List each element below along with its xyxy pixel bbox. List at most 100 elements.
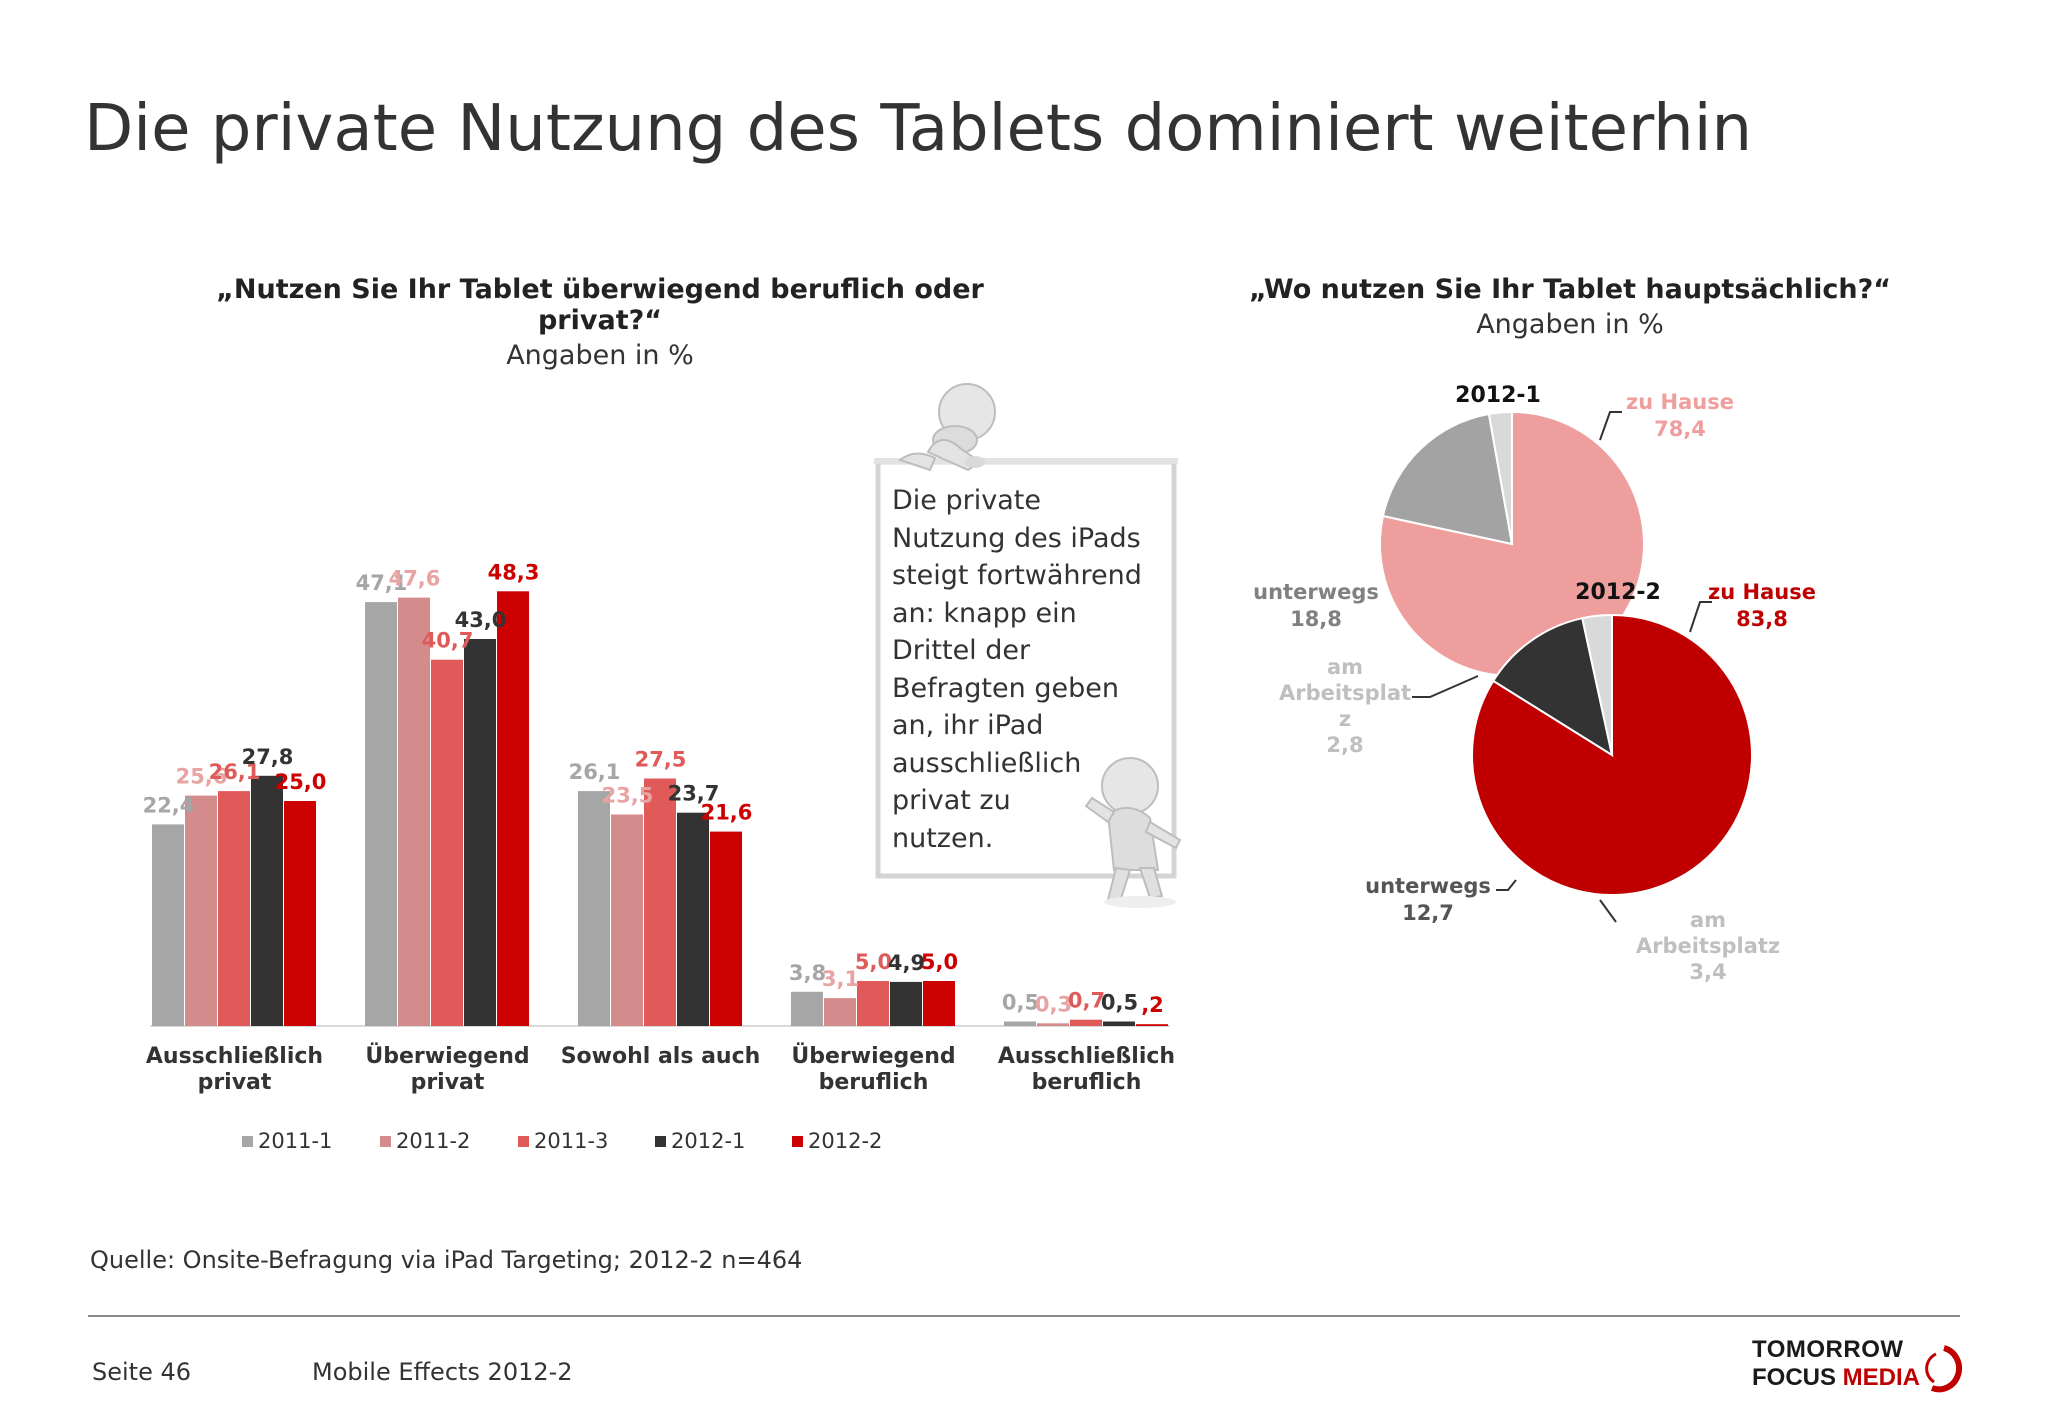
pie-labels: 2012-1 zu Hause78,4unterwegs18,8amArbeits… (1253, 383, 1816, 984)
bar-value-label: 27,5 (635, 748, 687, 772)
bar-2012-2 (1136, 1024, 1168, 1026)
legend-swatch (242, 1136, 253, 1147)
note-line: Die private (892, 485, 1041, 516)
logo-media: MEDIA (1842, 1364, 1921, 1391)
note-text: Die private Nutzung des iPads steigt for… (892, 482, 1152, 857)
bar-value-label: 21,6 (701, 801, 753, 825)
bar-value-label: 26,1 (209, 760, 261, 784)
bar-2011-3 (431, 659, 463, 1026)
leader-line (1496, 879, 1517, 891)
pie-slice (1471, 613, 1753, 896)
pie-label: 2,8 (1326, 733, 1363, 757)
footer-page-number: Seite 46 (92, 1358, 192, 1386)
bar-value-label: 43,0 (455, 608, 507, 632)
bar-value-label: 0,7 (1068, 989, 1105, 1013)
page-title: Die private Nutzung des Tablets dominier… (84, 92, 1753, 166)
bar-2011-2 (185, 795, 217, 1026)
legend-swatch (792, 1136, 803, 1147)
category-label: beruflich (1032, 1070, 1142, 1095)
bar-2011-1 (578, 791, 610, 1026)
bar-2011-1 (365, 602, 397, 1026)
note-line: Drittel der (892, 635, 1031, 666)
source-note: Quelle: Onsite-Befragung via iPad Target… (90, 1246, 803, 1274)
pie-slice (1581, 613, 1613, 756)
note-line: steigt fortwährend (892, 560, 1142, 591)
bar-value-label: 3,8 (789, 961, 826, 985)
bar-2012-1 (464, 639, 496, 1026)
bar-value-label: 4,9 (888, 951, 925, 975)
bar-value-label: 0,3 (1035, 992, 1072, 1016)
pie-slice (1381, 412, 1514, 546)
figure-bottom (1084, 757, 1182, 908)
bar-2011-2 (1037, 1023, 1069, 1026)
pie-label: zu Hause (1708, 580, 1816, 604)
note-board-top-edge (874, 458, 1178, 464)
legend-label: 2011-2 (396, 1129, 470, 1153)
pie-label: 2012-1 (1455, 383, 1541, 408)
category-label: Überwiegend (365, 1043, 529, 1069)
bar-2011-1 (1004, 1021, 1036, 1026)
bar-2011-2 (824, 998, 856, 1026)
category-label: privat (411, 1070, 485, 1095)
logo-line-1: TOMORROW (1752, 1336, 1904, 1363)
footer-divider (88, 1315, 1960, 1317)
bar-value-label: 27,8 (242, 745, 294, 769)
note-line: privat zu (892, 785, 1011, 816)
bar-value-label: 47,1 (356, 571, 408, 595)
leader-line (1599, 899, 1617, 923)
bar-chart-unit: Angaben in % (506, 340, 694, 371)
pie-label: am (1690, 908, 1726, 932)
pie-2012-2 (1471, 613, 1753, 896)
pie-label: Arbeitsplatz (1636, 934, 1780, 958)
bar-value-label: 5,0 (855, 950, 892, 974)
bar-2011-3 (218, 791, 250, 1026)
pie-label: zu Hause (1626, 390, 1734, 414)
legend-label: 2012-1 (671, 1129, 745, 1153)
note-line: Befragten geben (892, 672, 1119, 704)
bar-2011-3 (644, 778, 676, 1026)
bar-value-label: 0,5 (1002, 991, 1039, 1015)
bar-2012-1 (251, 775, 283, 1026)
footer-study-name: Mobile Effects 2012-2 (312, 1358, 573, 1386)
logo-ring-icon (1925, 1345, 1963, 1393)
bar-2011-2 (398, 597, 430, 1026)
note-line: Nutzung des iPads (892, 522, 1141, 554)
pie-label: 18,8 (1290, 607, 1342, 631)
legend-label: 2012-2 (808, 1129, 882, 1153)
pie-slice (1487, 410, 1513, 545)
category-label: Sowohl als auch (561, 1044, 761, 1069)
legend-label: 2011-3 (534, 1129, 608, 1153)
bar-2012-1 (1103, 1021, 1135, 1026)
bar-value-label: ,2 (1141, 993, 1164, 1017)
pie-label: am (1327, 655, 1363, 679)
bar-2011-3 (1070, 1019, 1102, 1026)
legend-label: 2011-1 (258, 1129, 332, 1153)
bar-value-label: 0,5 (1101, 991, 1138, 1015)
pie-label: unterwegs (1365, 874, 1491, 898)
bar-2012-1 (890, 981, 922, 1026)
pie-label: Arbeitsplat (1279, 681, 1411, 705)
category-label: privat (198, 1070, 272, 1095)
bar-2011-1 (152, 824, 184, 1026)
bar-value-label: 47,6 (389, 567, 441, 591)
leader-line (1689, 601, 1712, 633)
bar-value-label: 48,3 (488, 560, 540, 584)
bar-chart: 22,425,626,127,825,047,147,640,743,048,3… (143, 560, 1176, 1153)
pie-label: 2012-2 (1575, 580, 1661, 605)
bar-chart-heading: „Nutzen Sie Ihr Tablet überwiegend beruf… (150, 274, 1050, 371)
category-label: Ausschließlich (146, 1044, 323, 1069)
bar-value-label: 40,7 (422, 629, 474, 653)
logo-focus: FOCUS (1752, 1364, 1836, 1391)
category-label: Überwiegend (791, 1043, 955, 1069)
pie-chart-heading: „Wo nutzen Sie Ihr Tablet hauptsächlich?… (1210, 274, 1930, 340)
bar-value-label: 3,1 (822, 967, 859, 991)
bar-2011-1 (791, 991, 823, 1026)
logo-line-2: FOCUS MEDIA (1752, 1364, 1962, 1392)
category-label: Ausschließlich (998, 1044, 1175, 1069)
company-logo: TOMORROW FOCUS MEDIA (1752, 1336, 1963, 1398)
bar-2012-1 (677, 812, 709, 1026)
note-line: nutzen. (892, 822, 994, 854)
bar-value-label: 26,1 (569, 760, 621, 784)
pie-label: 78,4 (1654, 417, 1706, 441)
